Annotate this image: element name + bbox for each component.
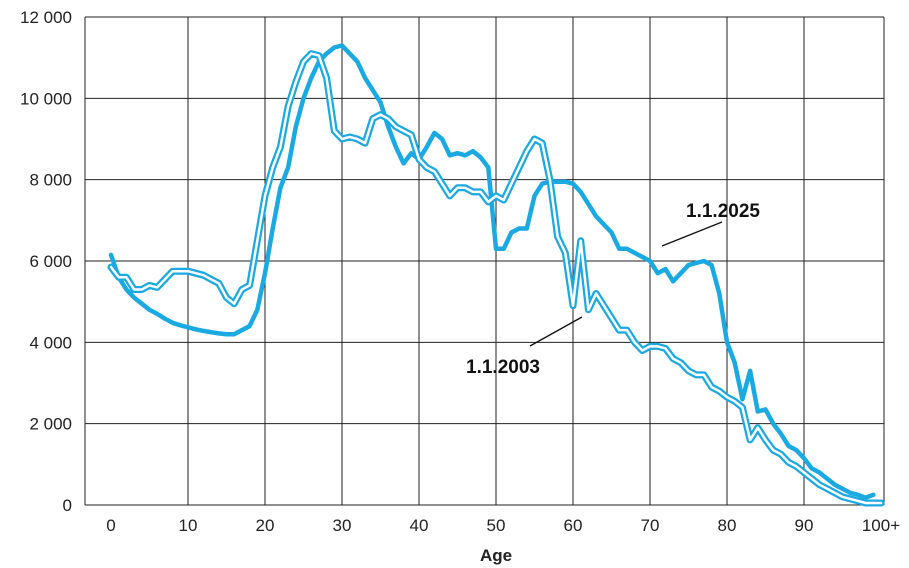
y-tick-label: 12 000 [20, 8, 72, 27]
y-tick-label: 10 000 [20, 89, 72, 108]
x-tick-label: 70 [641, 516, 660, 535]
x-tick-label: 0 [106, 516, 115, 535]
leader-line-2003 [529, 316, 583, 347]
series-line [108, 43, 876, 500]
series-lines [107, 43, 885, 507]
series-line-core [109, 52, 883, 505]
leader-line-2025 [661, 221, 723, 247]
x-tick-label: 80 [718, 516, 737, 535]
x-tick-label: 20 [256, 516, 275, 535]
horizontal-gridlines [85, 16, 884, 506]
y-tick-label: 2 000 [29, 415, 72, 434]
series-label-2003: 1.1.2003 [466, 357, 540, 378]
y-tick-label: 8 000 [29, 171, 72, 190]
y-tick-label: 4 000 [29, 333, 72, 352]
x-tick-label: 50 [487, 516, 506, 535]
series-label-2025: 1.1.2025 [686, 201, 760, 222]
x-tick-label: 40 [410, 516, 429, 535]
y-tick-label: 6 000 [29, 252, 72, 271]
x-tick-label: 100+ [862, 516, 900, 535]
x-tick-label: 60 [564, 516, 583, 535]
series-1-1-2003 [107, 50, 885, 507]
series-1-1-2025 [108, 43, 876, 500]
y-tick-label: 0 [63, 496, 72, 515]
x-tick-label: 10 [179, 516, 198, 535]
x-tick-label: 90 [795, 516, 814, 535]
annotation-leader-lines [529, 221, 723, 347]
x-tick-label: 30 [333, 516, 352, 535]
x-axis-tick-labels: 0 10 20 30 40 50 60 70 80 90 100+ [106, 516, 900, 535]
y-axis-tick-labels: 0 2 000 4 000 6 000 8 000 10 000 12 000 [20, 8, 72, 515]
x-axis-title: Age [480, 546, 512, 565]
